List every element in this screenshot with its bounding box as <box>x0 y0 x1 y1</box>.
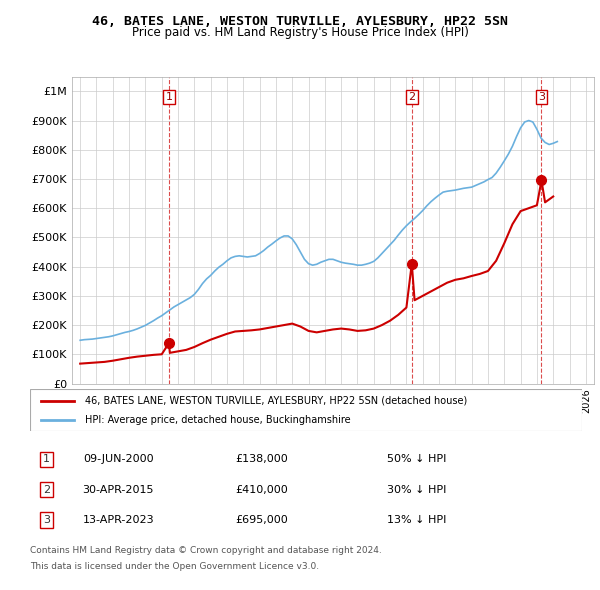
Text: 3: 3 <box>538 92 545 102</box>
Text: £138,000: £138,000 <box>235 454 288 464</box>
Text: £695,000: £695,000 <box>235 515 288 525</box>
Text: 30-APR-2015: 30-APR-2015 <box>83 485 154 494</box>
FancyBboxPatch shape <box>30 389 582 431</box>
Text: Contains HM Land Registry data © Crown copyright and database right 2024.: Contains HM Land Registry data © Crown c… <box>30 546 382 555</box>
Text: 2: 2 <box>408 92 415 102</box>
Text: This data is licensed under the Open Government Licence v3.0.: This data is licensed under the Open Gov… <box>30 562 319 571</box>
Text: £410,000: £410,000 <box>235 485 288 494</box>
Text: 50% ↓ HPI: 50% ↓ HPI <box>387 454 446 464</box>
Text: 13-APR-2023: 13-APR-2023 <box>83 515 154 525</box>
Text: 46, BATES LANE, WESTON TURVILLE, AYLESBURY, HP22 5SN: 46, BATES LANE, WESTON TURVILLE, AYLESBU… <box>92 15 508 28</box>
Text: 2: 2 <box>43 485 50 494</box>
Text: 30% ↓ HPI: 30% ↓ HPI <box>387 485 446 494</box>
Text: 13% ↓ HPI: 13% ↓ HPI <box>387 515 446 525</box>
Text: 1: 1 <box>166 92 172 102</box>
Text: 3: 3 <box>43 515 50 525</box>
Text: HPI: Average price, detached house, Buckinghamshire: HPI: Average price, detached house, Buck… <box>85 415 351 425</box>
Text: 1: 1 <box>43 454 50 464</box>
Text: 09-JUN-2000: 09-JUN-2000 <box>83 454 154 464</box>
Text: 46, BATES LANE, WESTON TURVILLE, AYLESBURY, HP22 5SN (detached house): 46, BATES LANE, WESTON TURVILLE, AYLESBU… <box>85 395 467 405</box>
Text: Price paid vs. HM Land Registry's House Price Index (HPI): Price paid vs. HM Land Registry's House … <box>131 26 469 39</box>
